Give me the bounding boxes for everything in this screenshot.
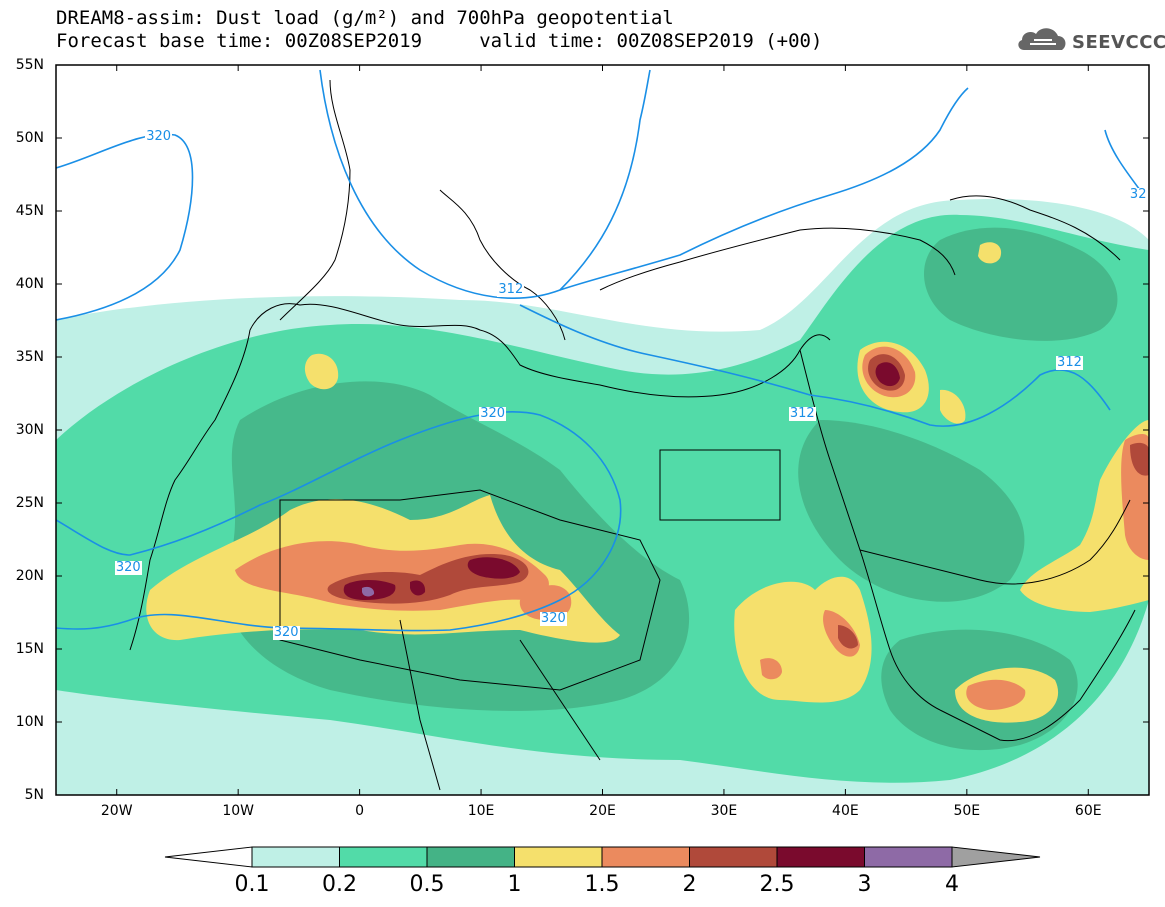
contour-label: 312 [788, 406, 816, 422]
colorbar-under-arrow [164, 846, 253, 868]
coastlines [129, 79, 1136, 791]
dust-field [56, 199, 1149, 795]
lon-label: 20W [100, 803, 133, 819]
colorbar-label: 0.1 [234, 872, 270, 897]
lat-label: 50N [15, 130, 44, 146]
lat-label: 35N [15, 349, 44, 365]
lat-label: 45N [15, 203, 44, 219]
lat-label: 25N [15, 495, 44, 511]
colorbar-label: 0.2 [322, 872, 357, 897]
lon-label: 10W [222, 803, 254, 819]
geopotential-contours [56, 69, 1141, 632]
colorbar-label: 1.5 [584, 872, 620, 897]
contour-label: 320 [539, 610, 567, 626]
colorbar-label: 2 [682, 872, 697, 897]
colorbar-swatch [601, 846, 690, 868]
logo-text: SEEVCCC [1072, 32, 1165, 53]
colorbar-swatch [514, 846, 603, 868]
colorbar-swatch [689, 846, 778, 868]
lon-label: 40E [832, 803, 859, 819]
contour-label: 32 [1128, 187, 1148, 203]
lon-label: 30E [710, 803, 738, 819]
lat-label: 5N [24, 787, 44, 803]
lon-label: 50E [953, 803, 981, 819]
lat-label: 40N [15, 276, 44, 292]
colorbar-swatch [776, 846, 865, 868]
colorbar [164, 846, 1041, 868]
contour-label: 320 [114, 559, 142, 575]
colorbar-label: 3 [857, 872, 872, 897]
lon-label: 0 [355, 803, 365, 819]
cloud-logo-icon [1018, 28, 1066, 50]
axis-ticks [56, 64, 1149, 796]
lat-label: 30N [15, 422, 44, 438]
colorbar-swatch [426, 846, 515, 868]
colorbar-swatch [251, 846, 340, 868]
contour-label: 320 [145, 129, 173, 144]
contour-label: 320 [479, 406, 507, 422]
contour-label: 312 [497, 282, 525, 298]
colorbar-label: 0.5 [409, 872, 445, 897]
lon-label: 10E [467, 803, 495, 819]
lat-label: 55N [15, 57, 44, 73]
colorbar-label: 1 [507, 872, 522, 897]
colorbar-over-arrow [951, 846, 1041, 868]
lat-label: 10N [15, 714, 44, 730]
title-line-1: DREAM8-assim: Dust load (g/m²) and 700hP… [56, 7, 674, 29]
colorbar-swatch [864, 846, 953, 868]
lat-label: 15N [15, 641, 44, 657]
colorbar-label: 2.5 [759, 872, 795, 897]
contour-label: 320 [272, 625, 300, 641]
lon-label: 60E [1074, 803, 1102, 819]
colorbar-swatch [339, 846, 428, 868]
lat-label: 20N [15, 568, 44, 584]
lon-label: 20E [589, 803, 616, 819]
title-line-2: Forecast base time: 00Z08SEP2019 valid t… [56, 30, 823, 52]
contour-label: 312 [1056, 355, 1083, 371]
colorbar-label: 4 [945, 872, 959, 897]
